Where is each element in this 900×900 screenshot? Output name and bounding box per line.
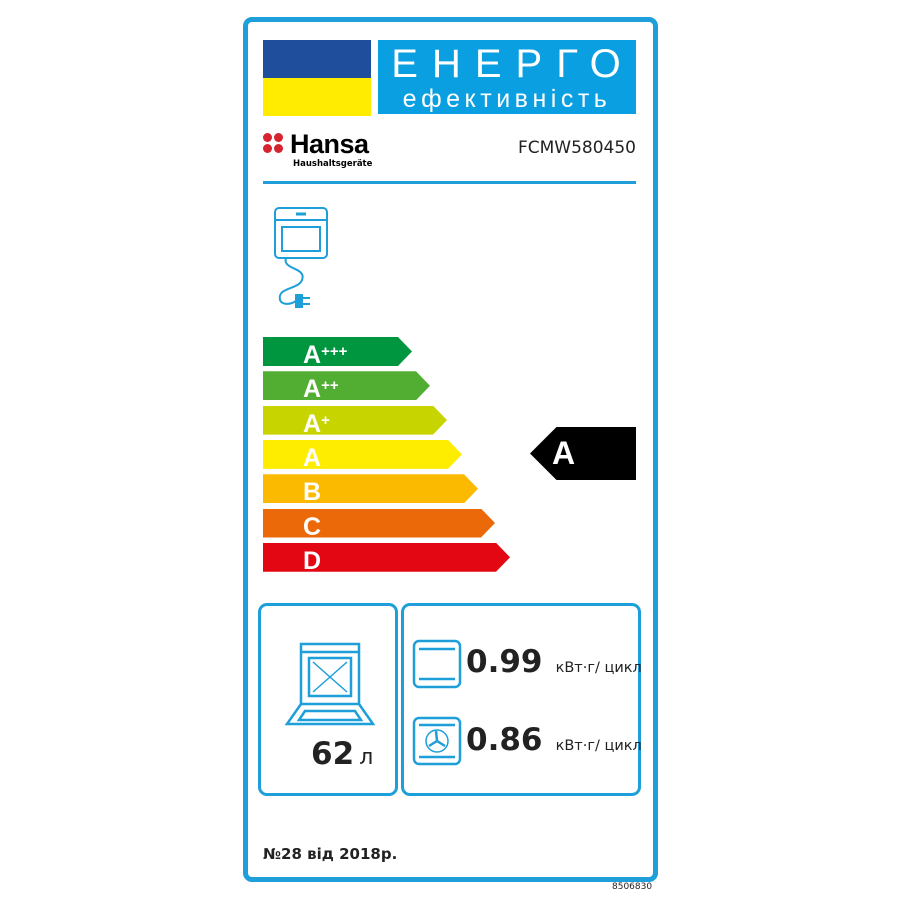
scale-class: A xyxy=(303,443,322,472)
scale-plus: ++ xyxy=(321,377,339,395)
scale-plus: +++ xyxy=(321,343,348,360)
brand-name: Hansa xyxy=(290,129,369,159)
scale-bar-d: D xyxy=(263,543,510,572)
model-number: FCMW580450 xyxy=(517,138,636,158)
flag-blue xyxy=(263,40,371,78)
scale-bar-a: A xyxy=(263,440,462,469)
conventional-unit: кВт·г/ цикл xyxy=(555,660,642,676)
volume-unit: л xyxy=(359,745,374,770)
regulation-text: №28 від 2018р. xyxy=(263,845,398,863)
scale-bar-appp: A+++ xyxy=(263,337,412,366)
title-line1: ЕНЕРГО xyxy=(391,42,635,86)
scale-class: A xyxy=(303,409,322,438)
scale-bar-b: B xyxy=(263,474,478,503)
scale-bar-c: C xyxy=(263,509,495,538)
title-line2: ефективність xyxy=(402,85,612,113)
scale-bar-app: A++ xyxy=(263,371,430,400)
conventional-heating-icon xyxy=(412,639,462,689)
energy-title: ЕНЕРГО ефективність xyxy=(378,40,636,114)
scale-class: A xyxy=(303,341,322,369)
volume-box: 62 л xyxy=(258,603,398,796)
scale-bar-ap: A+ xyxy=(263,406,447,435)
fan-consumption: 0.86 кВт·г/ цикл xyxy=(466,722,642,758)
volume-value: 62 xyxy=(311,736,355,772)
scale-class: B xyxy=(303,478,322,507)
volume-readout: 62 л xyxy=(311,736,373,772)
fan-heating-icon xyxy=(412,716,462,766)
flag-yellow xyxy=(263,78,371,116)
fan-unit: кВт·г/ цикл xyxy=(555,738,642,754)
fan-value: 0.86 xyxy=(466,722,543,758)
consumption-box: 0.99 кВт·г/ цикл 0.86 кВт·г/ цикл xyxy=(401,603,642,796)
divider xyxy=(263,181,636,184)
scale-class: A xyxy=(303,375,322,404)
label-code: 8506830 xyxy=(612,882,653,892)
brand-subtitle: Haushaltsgeräte xyxy=(293,159,373,169)
oven-volume-icon xyxy=(284,642,376,726)
conventional-consumption: 0.99 кВт·г/ цикл xyxy=(466,644,642,680)
electric-oven-icon xyxy=(274,207,328,308)
scale-plus: + xyxy=(321,411,330,429)
rating-arrow: A xyxy=(530,427,636,480)
scale-class: D xyxy=(303,546,322,575)
label-frame xyxy=(243,17,658,882)
conventional-value: 0.99 xyxy=(466,644,543,680)
logo-dots-icon xyxy=(263,133,285,155)
scale-class: C xyxy=(303,512,322,541)
